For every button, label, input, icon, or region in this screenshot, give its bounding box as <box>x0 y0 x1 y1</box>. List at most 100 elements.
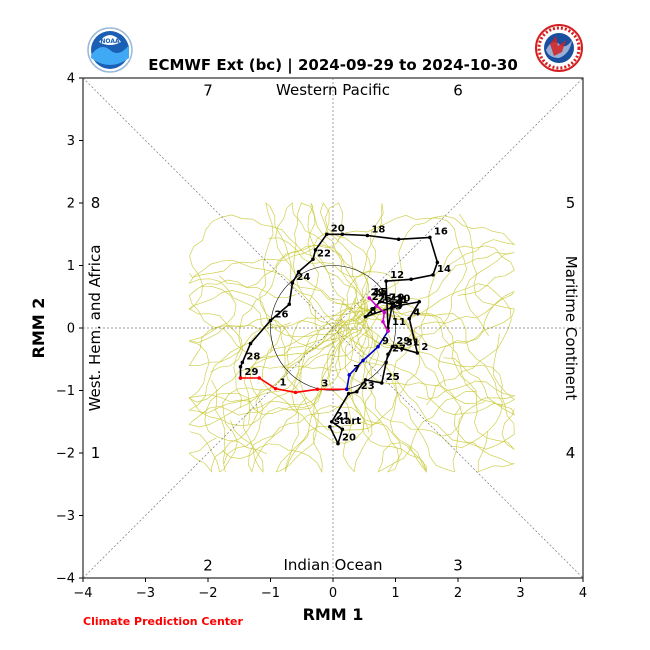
day-label: 23 <box>361 381 375 392</box>
series-point <box>313 248 318 252</box>
phase-labels: 7 6 8 5 1 4 2 3 <box>91 82 576 575</box>
day-label: 26 <box>275 310 289 321</box>
ensemble-member-line <box>211 323 349 472</box>
day-label: 7 <box>353 364 360 375</box>
ensemble-member-line <box>335 307 503 448</box>
day-label: 24 <box>296 272 310 283</box>
phase-number: 4 <box>566 444 576 462</box>
footer-credit: Climate Prediction Center <box>83 615 243 628</box>
ensemble-member-line <box>233 244 366 409</box>
ensemble-member-line <box>351 245 515 349</box>
ensemble-member-line <box>357 315 427 474</box>
series-point <box>390 302 395 307</box>
series-point <box>273 386 278 391</box>
ensemble-member-line <box>351 314 427 473</box>
ensemble-member-line <box>259 202 343 350</box>
ensemble-member-line <box>364 309 515 450</box>
day-label: 21 <box>394 295 408 306</box>
series-point <box>374 304 379 308</box>
x-axis-label: RMM 1 <box>303 605 364 624</box>
series-point <box>344 387 349 392</box>
series-point <box>363 378 368 382</box>
x-tick-label: 3 <box>516 586 524 601</box>
series-point <box>386 329 390 333</box>
day-label: start <box>334 416 361 427</box>
ensemble-member-line <box>222 311 363 474</box>
series-point <box>435 260 440 265</box>
ensemble-member-line <box>307 202 383 349</box>
x-tick-label: −1 <box>261 586 280 601</box>
series-point <box>346 391 351 396</box>
ensemble-member-line <box>349 215 516 323</box>
series-point <box>396 237 401 242</box>
noaa-logo: NOAA <box>87 27 133 73</box>
series-point <box>287 302 292 307</box>
day-label: 31 <box>406 338 420 349</box>
region-left: West. Hem. and Africa <box>86 245 104 412</box>
series-point <box>315 387 320 392</box>
series-point <box>367 296 372 300</box>
series-point <box>293 390 298 395</box>
day-label: 27 <box>392 343 406 354</box>
nws-logo <box>535 24 583 72</box>
ensemble-member-line <box>361 291 515 387</box>
region-right: Maritime Continent <box>562 256 580 401</box>
ensemble-member-line <box>262 318 370 444</box>
series-line <box>240 377 347 394</box>
day-label: 27 <box>372 292 386 303</box>
day-label: 6 <box>400 295 407 306</box>
series-point <box>384 360 388 365</box>
x-tick-label: 2 <box>454 586 462 601</box>
series-point <box>296 269 301 274</box>
ensemble-member-line <box>357 283 512 406</box>
y-tick-label: 0 <box>67 322 75 337</box>
x-tick-label: 4 <box>579 586 587 601</box>
y-tick-label: 2 <box>67 197 75 212</box>
y-tick-label: 1 <box>67 259 75 274</box>
day-label: 22 <box>317 248 331 259</box>
day-label: 11 <box>392 317 406 328</box>
series-point <box>257 376 262 380</box>
series-point <box>240 360 245 365</box>
ensemble-member-line <box>188 310 360 473</box>
day-label: 14 <box>437 264 451 275</box>
x-tick-label: −3 <box>136 586 155 601</box>
day-label: 23 <box>389 300 403 311</box>
day-label: 15 <box>373 287 387 298</box>
series-point <box>268 318 273 323</box>
day-label: 29 <box>371 288 385 299</box>
series-point <box>311 257 315 262</box>
series-point <box>378 299 382 304</box>
phase-number: 5 <box>566 194 576 212</box>
ensemble-member-line <box>344 322 463 437</box>
series-point <box>386 352 390 357</box>
series-point <box>376 344 380 349</box>
day-label: 29 <box>396 336 410 347</box>
ensemble-member-line <box>248 324 374 473</box>
ensemble-member-line <box>230 298 356 473</box>
x-tick-label: −4 <box>73 586 92 601</box>
day-label: 9 <box>382 336 389 347</box>
day-label: 17 <box>382 293 396 304</box>
series-point <box>328 424 332 429</box>
phase-number: 7 <box>203 82 213 100</box>
series-point <box>379 381 384 385</box>
ensemble-member-line <box>189 202 358 317</box>
region-bottom: Indian Ocean <box>283 556 382 574</box>
day-label: 25 <box>378 294 392 305</box>
ensemble-member-line <box>188 279 350 358</box>
ensemble-member-line <box>353 300 515 450</box>
series-point <box>428 235 432 240</box>
ensemble-member-line <box>219 202 372 310</box>
ensemble-member-line <box>188 306 352 428</box>
series-point <box>238 376 243 380</box>
phase-number: 3 <box>453 557 463 575</box>
ensemble-member-line <box>356 213 515 350</box>
y-tick-label: −1 <box>56 384 75 399</box>
day-label: 8 <box>370 306 377 317</box>
series-point <box>363 314 368 319</box>
series-point <box>384 279 388 283</box>
